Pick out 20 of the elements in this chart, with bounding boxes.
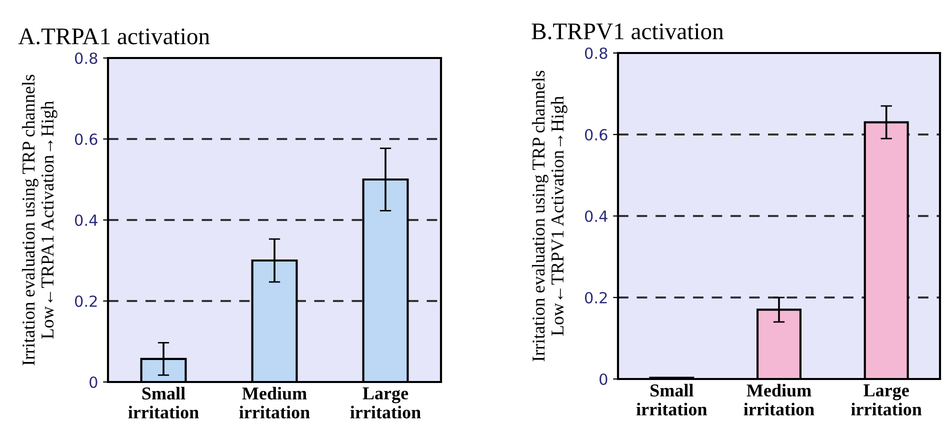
y-tick-label: 0: [90, 376, 98, 388]
x-tick-label: Medium irritation: [239, 386, 310, 418]
x-tick-label: Medium irritation: [744, 384, 814, 416]
y-tick-label: 0.4: [74, 214, 98, 226]
x-tick-label: Large irritation: [851, 384, 922, 416]
chart-title: B.TRPV1 activation: [532, 23, 724, 40]
x-tick-label: Small irritation: [128, 386, 199, 418]
y-tick-label: 0.8: [74, 52, 98, 64]
chart-title: A.TRPA1 activation: [18, 28, 210, 44]
y-tick-label: 0.6: [74, 133, 98, 146]
y-tick-label: 0.4: [584, 210, 608, 222]
y-tick-label: 0.6: [584, 128, 608, 141]
y-axis-title: Irritation evaluation using TRP channels Low←TRPV1 Activation→High: [532, 70, 568, 362]
y-tick-label: 0: [600, 373, 608, 386]
x-tick-label: Small irritation: [636, 384, 707, 416]
y-tick-label: 0.8: [584, 47, 608, 60]
y-tick-label: 0.2: [74, 295, 97, 308]
x-tick-label: Large irritation: [350, 387, 421, 418]
y-axis-title: Irritation evaluation using TRP channels Low←TRPA1 Activation→High: [22, 74, 58, 366]
y-tick-label: 0.2: [584, 292, 607, 304]
